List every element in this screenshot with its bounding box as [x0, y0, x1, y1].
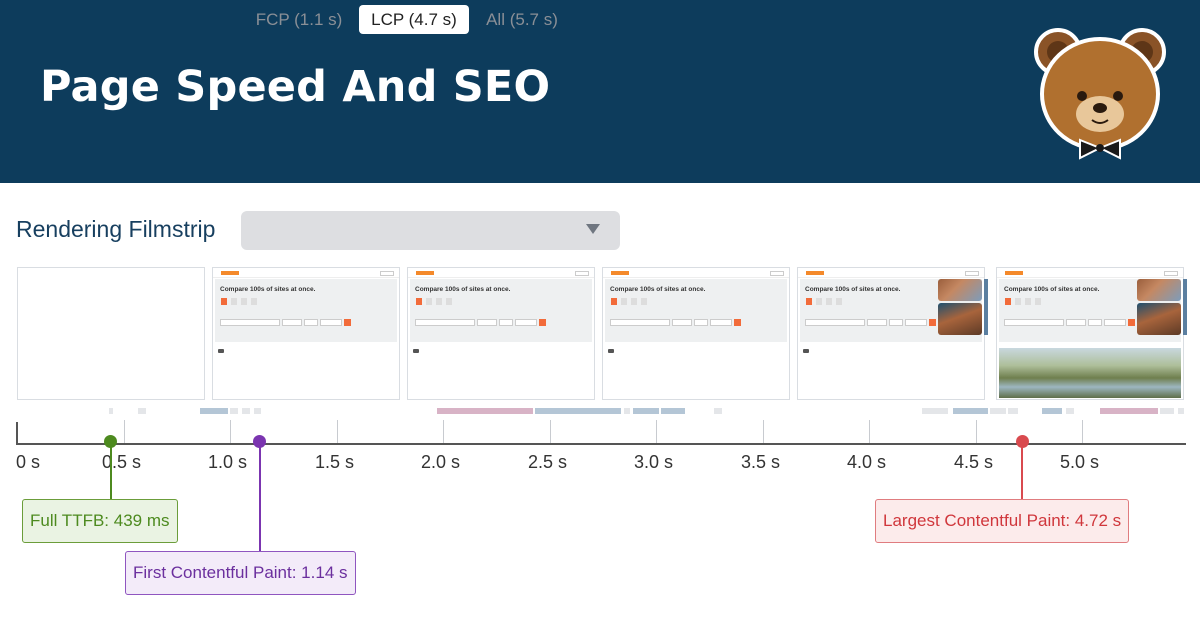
ttfb-marker-line [110, 442, 112, 500]
page-title: Page Speed And SEO [40, 62, 551, 112]
waterfall-request-bar [1042, 408, 1062, 414]
timeline-tick [550, 420, 551, 443]
waterfall-request-bar [437, 408, 533, 414]
ttfb-callout: Full TTFB: 439 ms [22, 499, 178, 543]
fcp-marker-dot [253, 435, 266, 448]
timeline-tick-label: 0 s [16, 452, 41, 472]
timeline-tick [443, 420, 444, 443]
lcp-marker-dot [1016, 435, 1029, 448]
frame-heading: Compare 100s of sites at once. [1004, 286, 1100, 293]
header-banner: Page Speed And SEO [0, 0, 1200, 183]
timeline-tick [230, 420, 231, 443]
ttfb-marker-dot [104, 435, 117, 448]
timeline-tick-label: 4.5 s [954, 452, 994, 472]
waterfall-request-bar [1160, 408, 1174, 414]
timeline-tick [656, 420, 657, 443]
timeline-axis [16, 443, 1186, 445]
timeline-tick [124, 420, 125, 443]
waterfall-request-bar [1100, 408, 1158, 414]
timeline-tick-label: 4.0 s [847, 452, 887, 472]
waterfall-request-bar [254, 408, 261, 414]
waterfall-request-bar [990, 408, 1006, 414]
caret-down-icon[interactable] [586, 224, 600, 234]
timeline-tick [337, 420, 338, 443]
waterfall-request-bar [109, 408, 113, 414]
timeline-tick-label: 5.0 s [1060, 452, 1100, 472]
frame-heading: Compare 100s of sites at once. [220, 286, 316, 293]
timeline-tick-label: 2.5 s [528, 452, 568, 472]
toggle-all-button[interactable]: All (5.7 s) [486, 10, 558, 29]
waterfall-request-bar [242, 408, 250, 414]
hero-landscape-image [999, 348, 1181, 398]
fcp-callout: First Contentful Paint: 1.14 s [125, 551, 356, 595]
waterfall-request-bar [922, 408, 948, 414]
frame-heading: Compare 100s of sites at once. [610, 286, 706, 293]
lcp-callout: Largest Contentful Paint: 4.72 s [875, 499, 1130, 543]
bear-mascot-logo [1034, 28, 1166, 160]
timeline-tick-label: 1.5 s [315, 452, 355, 472]
filmstrip-frame-blank[interactable] [17, 267, 205, 400]
filmstrip-frame[interactable]: Compare 100s of sites at once. [797, 267, 988, 400]
filmstrip-frame[interactable]: Compare 100s of sites at once. [602, 267, 790, 400]
timeline-axis-start [16, 422, 18, 444]
waterfall-request-bar [200, 408, 228, 414]
waterfall-request-bar [535, 408, 621, 414]
lcp-marker-line [1021, 442, 1023, 500]
frame-heading: Compare 100s of sites at once. [415, 286, 511, 293]
waterfall-request-bar [1178, 408, 1184, 414]
waterfall-request-bar [633, 408, 659, 414]
timeline-tick [763, 420, 764, 443]
toggle-fcp-button[interactable]: FCP (1.1 s) [255, 10, 343, 29]
frame-heading: Compare 100s of sites at once. [805, 286, 901, 293]
filmstrip-frame[interactable]: Compare 100s of sites at once. [212, 267, 400, 400]
waterfall-request-bar [661, 408, 685, 414]
timeline-tick-label: 3.5 s [741, 452, 781, 472]
waterfall-request-bar [714, 408, 722, 414]
fcp-marker-line [259, 442, 261, 552]
waterfall-request-bar [1008, 408, 1018, 414]
filmstrip-frame[interactable]: Compare 100s of sites at once. [996, 267, 1187, 400]
waterfall-request-bar [138, 408, 146, 414]
waterfall-request-bar [624, 408, 630, 414]
timeline-tick [976, 420, 977, 443]
waterfall-request-bar [230, 408, 238, 414]
timeline-tick [869, 420, 870, 443]
filmstrip-frame[interactable]: Compare 100s of sites at once. [407, 267, 595, 400]
waterfall-request-bar [1066, 408, 1074, 414]
timeline-tick [1082, 420, 1083, 443]
timeline-tick-label: 0.5 s [102, 452, 142, 472]
timeline-tick-label: 2.0 s [421, 452, 461, 472]
timeline-tick-label: 3.0 s [634, 452, 674, 472]
toggle-lcp-button[interactable]: LCP (4.7 s) [359, 5, 469, 34]
filmstrip-title: Rendering Filmstrip [16, 216, 216, 242]
waterfall-request-bar [953, 408, 988, 414]
timeline-tick-label: 1.0 s [208, 452, 248, 472]
filmstrip-toggle [241, 211, 620, 250]
